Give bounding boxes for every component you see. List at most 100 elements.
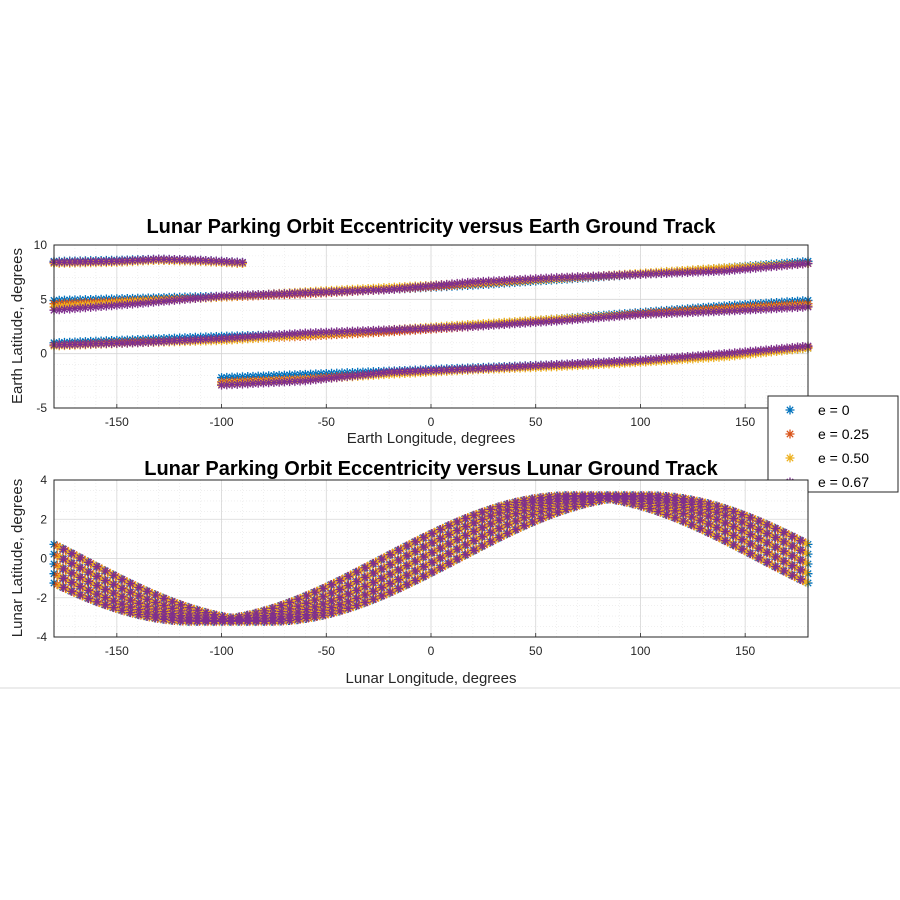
bottom-data-point [315, 600, 325, 610]
bottom-data-point [444, 521, 454, 531]
bottom-data-point [524, 499, 534, 509]
top-data-point [431, 280, 441, 290]
bottom-data-point [511, 497, 521, 507]
bottom-data-point [156, 592, 166, 602]
bottom-data-point [86, 558, 96, 568]
bottom-data-point [438, 552, 448, 562]
bottom-data-point [92, 571, 102, 581]
bottom-data-point [645, 491, 655, 501]
top-chart-title: Lunar Parking Orbit Eccentricity versus … [146, 216, 716, 238]
bottom-data-point [268, 616, 278, 626]
bottom-data-point [667, 511, 677, 521]
bottom-data-point [67, 578, 77, 588]
bottom-data-point [390, 557, 400, 567]
bottom-data-point [147, 589, 157, 599]
bottom-data-point [134, 582, 144, 592]
top-series-4 [49, 254, 813, 390]
bottom-data-point [463, 549, 473, 559]
bottom-data-point [379, 572, 389, 582]
bottom-data-point [360, 572, 370, 582]
top-axes-frame [53, 244, 809, 409]
bottom-data-point [379, 563, 389, 573]
bottom-data-point [771, 524, 781, 534]
bottom-data-point [544, 510, 554, 520]
bottom-data-point [628, 491, 638, 501]
bottom-data-point [528, 517, 538, 527]
bottom-data-point [61, 574, 71, 584]
bottom-data-point [106, 569, 116, 579]
bottom-data-point [680, 517, 690, 527]
top-data-point [180, 294, 190, 304]
bottom-data-point [471, 525, 481, 535]
top-data-point [536, 360, 546, 370]
top-data-point [363, 369, 373, 379]
bottom-data-point [394, 565, 404, 575]
top-data-point [489, 363, 499, 373]
top-data-point [154, 297, 164, 307]
bottom-data-point [720, 536, 730, 546]
bottom-data-point [662, 509, 672, 519]
top-data-point [154, 337, 164, 347]
bottom-data-point [424, 549, 434, 559]
bottom-data-point [117, 605, 127, 615]
top-data-point [190, 335, 200, 345]
bottom-data-point [704, 519, 714, 529]
top-data-point [421, 323, 431, 333]
bottom-data-point [273, 602, 283, 612]
top-data-point [599, 312, 609, 322]
bottom-data-point [147, 608, 157, 618]
top-data-point [405, 324, 415, 334]
bottom-data-point [164, 602, 174, 612]
top-data-point [395, 284, 405, 294]
bottom-data-point [125, 602, 135, 612]
bottom-data-point [776, 526, 786, 536]
bottom-data-point [519, 500, 529, 510]
bottom-data-point [432, 555, 442, 565]
bottom-data-point [169, 598, 179, 608]
top-data-point [327, 373, 337, 383]
top-data-point [148, 337, 158, 347]
top-data-point [227, 291, 237, 301]
top-data-point [395, 324, 405, 334]
bottom-data-point [486, 511, 496, 521]
bottom-data-point [444, 529, 454, 539]
bottom-data-point [285, 615, 295, 625]
bottom-data-point [396, 582, 406, 592]
top-data-point [112, 256, 122, 266]
top-data-point [405, 366, 415, 376]
top-data-point [630, 310, 640, 320]
bottom-data-point [544, 498, 554, 508]
bottom-data-point [658, 502, 668, 512]
bottom-data-point [310, 612, 320, 622]
bottom-data-point [55, 543, 65, 553]
bottom-data-point [69, 587, 79, 597]
bottom-data-point [362, 581, 372, 591]
bottom-data-point [714, 508, 724, 518]
bottom-data-point [337, 583, 347, 593]
top-data-point [484, 363, 494, 373]
bottom-data-point [789, 562, 799, 572]
bottom-data-point [578, 499, 588, 509]
top-data-point [594, 313, 604, 323]
bottom-data-point [524, 511, 534, 521]
bottom-data-point [754, 543, 764, 553]
bottom-data-point [67, 568, 77, 578]
bottom-data-point [706, 528, 716, 538]
top-data-point [787, 303, 797, 313]
bottom-data-point [513, 508, 523, 518]
top-data-point [128, 255, 138, 265]
top-data-point [457, 364, 467, 374]
bottom-data-point [360, 590, 370, 600]
bottom-data-point [695, 502, 705, 512]
bottom-data-point [109, 603, 119, 613]
bottom-data-point [139, 606, 149, 616]
bottom-data-point [100, 575, 110, 585]
top-data-point [688, 351, 698, 361]
bottom-data-point [419, 542, 429, 552]
bottom-data-point [134, 598, 144, 608]
bottom-data-point [349, 569, 359, 579]
bottom-data-point [502, 505, 512, 515]
bottom-data-point [511, 516, 521, 526]
bottom-data-point [416, 544, 426, 554]
